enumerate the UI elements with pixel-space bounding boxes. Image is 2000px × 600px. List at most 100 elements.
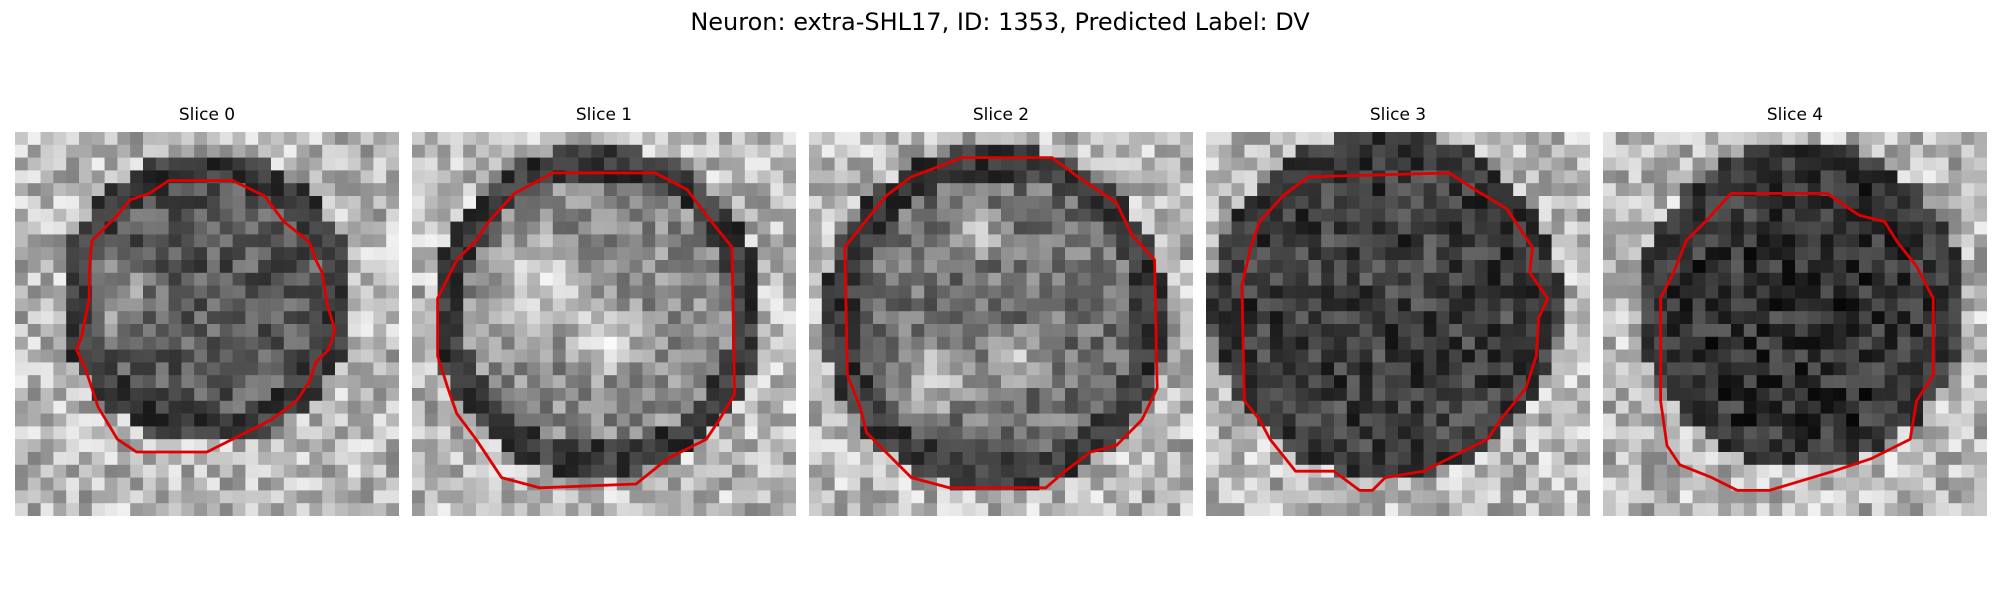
image-pixel (617, 209, 630, 222)
image-pixel (899, 298, 912, 311)
image-pixel (924, 145, 937, 158)
image-pixel (79, 388, 92, 401)
image-pixel (1859, 286, 1872, 299)
image-pixel (617, 183, 630, 196)
image-pixel (1475, 222, 1488, 235)
image-pixel (783, 375, 796, 388)
image-pixel (425, 158, 438, 171)
image-pixel (1411, 260, 1424, 273)
image-pixel (425, 170, 438, 183)
image-pixel (1859, 145, 1872, 158)
image-pixel (514, 298, 527, 311)
image-pixel (553, 350, 566, 363)
image-pixel (1091, 196, 1104, 209)
image-pixel (1091, 311, 1104, 324)
image-pixel (1769, 170, 1782, 183)
image-pixel (1603, 247, 1616, 260)
image-pixel (668, 426, 681, 439)
image-pixel (92, 145, 105, 158)
image-pixel (988, 145, 1001, 158)
image-pixel (297, 170, 310, 183)
image-pixel (1641, 478, 1654, 491)
image-pixel (1129, 209, 1142, 222)
image-pixel (1347, 375, 1360, 388)
image-pixel (1910, 324, 1923, 337)
image-pixel (245, 234, 258, 247)
image-pixel (502, 247, 515, 260)
image-pixel (220, 311, 233, 324)
image-pixel (591, 503, 604, 516)
image-pixel (489, 337, 502, 350)
image-pixel (847, 337, 860, 350)
image-pixel (156, 158, 169, 171)
image-pixel (1513, 170, 1526, 183)
image-pixel (1270, 158, 1283, 171)
image-pixel (1103, 273, 1116, 286)
image-pixel (668, 311, 681, 324)
image-pixel (1846, 414, 1859, 427)
image-pixel (899, 490, 912, 503)
image-pixel (1360, 158, 1373, 171)
image-pixel (309, 465, 322, 478)
image-pixel (1757, 209, 1770, 222)
image-pixel (1910, 439, 1923, 452)
image-pixel (1603, 465, 1616, 478)
image-pixel (1577, 350, 1590, 363)
image-pixel (1091, 375, 1104, 388)
image-pixel (194, 414, 207, 427)
image-pixel (66, 362, 79, 375)
image-pixel (143, 286, 156, 299)
image-pixel (1731, 375, 1744, 388)
image-pixel (425, 401, 438, 414)
image-pixel (514, 401, 527, 414)
image-pixel (1103, 426, 1116, 439)
image-pixel (860, 439, 873, 452)
image-pixel (1552, 490, 1565, 503)
image-pixel (245, 298, 258, 311)
image-pixel (92, 234, 105, 247)
image-pixel (41, 145, 54, 158)
image-pixel (1372, 362, 1385, 375)
image-pixel (220, 362, 233, 375)
image-pixel (1103, 503, 1116, 516)
image-pixel (1859, 337, 1872, 350)
image-pixel (1142, 132, 1155, 145)
image-pixel (412, 170, 425, 183)
image-pixel (1961, 222, 1974, 235)
image-pixel (1462, 426, 1475, 439)
image-pixel (79, 183, 92, 196)
image-pixel (297, 273, 310, 286)
image-pixel (284, 286, 297, 299)
image-pixel (489, 196, 502, 209)
image-pixel (425, 260, 438, 273)
image-pixel (1821, 209, 1834, 222)
image-pixel (1949, 158, 1962, 171)
image-pixel (1014, 452, 1027, 465)
image-pixel (1206, 401, 1219, 414)
image-pixel (1693, 362, 1706, 375)
image-pixel (1219, 465, 1232, 478)
image-pixel (1629, 362, 1642, 375)
image-pixel (1257, 401, 1270, 414)
image-pixel (1475, 234, 1488, 247)
image-pixel (1757, 478, 1770, 491)
image-pixel (348, 158, 361, 171)
image-pixel (604, 337, 617, 350)
image-pixel (1808, 439, 1821, 452)
image-pixel (758, 426, 771, 439)
image-pixel (1641, 350, 1654, 363)
image-pixel (1078, 234, 1091, 247)
image-pixel (1808, 388, 1821, 401)
image-pixel (1859, 158, 1872, 171)
image-pixel (1564, 490, 1577, 503)
image-pixel (105, 222, 118, 235)
image-pixel (1001, 401, 1014, 414)
image-pixel (1859, 183, 1872, 196)
image-pixel (578, 401, 591, 414)
image-pixel (1667, 234, 1680, 247)
image-pixel (1078, 196, 1091, 209)
image-pixel (117, 222, 130, 235)
image-pixel (1180, 337, 1193, 350)
image-pixel (1616, 350, 1629, 363)
image-pixel (1065, 375, 1078, 388)
